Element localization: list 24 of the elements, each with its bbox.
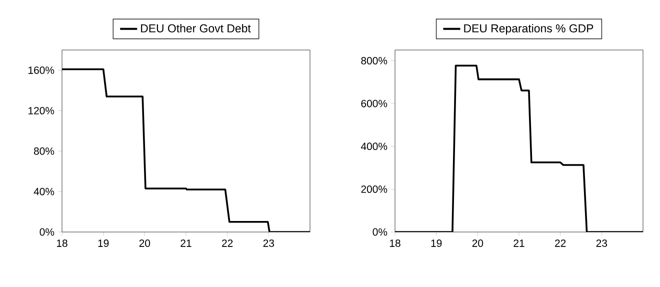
legend-label: DEU Other Govt Debt <box>141 24 251 32</box>
y-tick-label: 200% <box>361 185 388 193</box>
y-tick-label: 120% <box>28 106 54 114</box>
x-tick-label: 19 <box>431 240 442 247</box>
y-tick-label: 600% <box>361 100 388 108</box>
x-tick-label: 22 <box>222 240 233 247</box>
y-tick-label: 800% <box>361 57 388 64</box>
y-tick-label: 0% <box>372 228 388 236</box>
x-tick-label: 18 <box>56 240 68 247</box>
x-tick-label: 20 <box>139 240 150 247</box>
x-tick-label: 23 <box>596 240 608 247</box>
y-tick-label: 160% <box>28 66 54 74</box>
x-tick-label: 19 <box>98 240 109 247</box>
x-tick-label: 21 <box>514 240 524 247</box>
y-tick-label: 40% <box>34 188 54 196</box>
x-tick-label: 21 <box>180 240 192 247</box>
x-tick-label: 18 <box>390 240 400 247</box>
y-tick-label: 80% <box>34 147 54 155</box>
x-tick-label: 23 <box>263 240 274 247</box>
y-tick-label: 400% <box>360 142 388 150</box>
x-tick-label: 22 <box>555 240 566 247</box>
legend-label: DEU Reparations % GDP <box>464 24 594 35</box>
y-tick-label: 0% <box>40 228 54 236</box>
x-tick-label: 20 <box>472 240 484 247</box>
